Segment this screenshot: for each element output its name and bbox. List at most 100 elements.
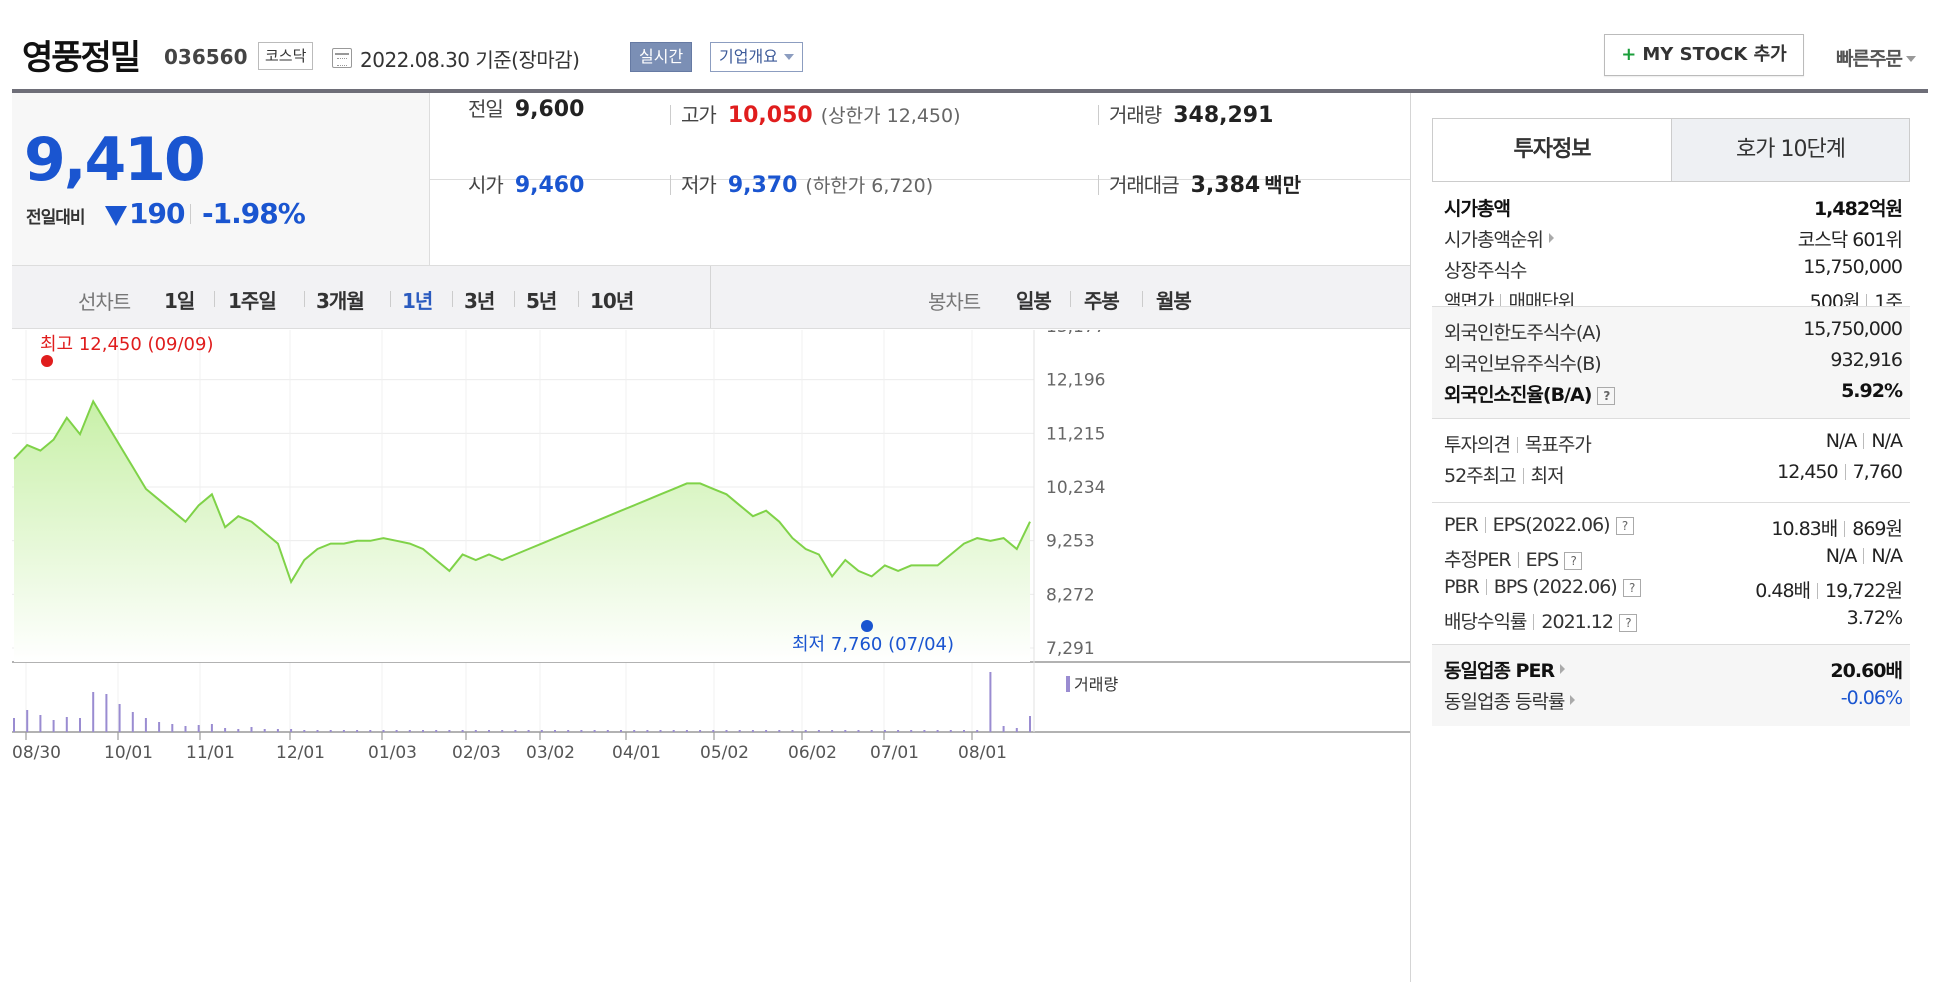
volume-bar — [646, 730, 649, 732]
info-key-label: 동일업종 등락률 — [1444, 691, 1565, 713]
candle-daily[interactable]: 일봉 — [1016, 289, 1052, 313]
period-1w[interactable]: 1주일 — [228, 289, 277, 313]
volume-bar — [593, 730, 596, 732]
candle-monthly[interactable]: 월봉 — [1156, 289, 1192, 313]
price-chart-svg: 13,177 12,196 11,215 10,234 9,253 8,272 7,291 0… — [12, 330, 1410, 763]
volume-bar — [237, 729, 240, 732]
info-value: 5.92% — [1841, 380, 1903, 402]
quote-high-value: 10,050 — [727, 103, 813, 128]
quick-order-dropdown[interactable]: 빠른주문 — [1836, 44, 1916, 71]
add-my-stock-button[interactable]: + MY STOCK 추가 — [1604, 34, 1804, 76]
company-overview-dropdown[interactable]: 기업개요 — [710, 42, 803, 72]
x-tick-label: 08/30 — [12, 743, 61, 763]
divider — [214, 291, 215, 307]
volume-bar — [382, 730, 385, 732]
current-price-box: 9,410 전일대비 190 -1.98% — [12, 93, 430, 265]
volume-bar — [369, 730, 372, 732]
volume-bar — [158, 722, 161, 732]
candle-weekly[interactable]: 주봉 — [1084, 289, 1120, 313]
info-row: 투자의견 목표주가 N/A N/A — [1444, 430, 1903, 462]
volume-bar — [144, 718, 147, 732]
volume-bar — [13, 718, 15, 732]
info-key: 동일업종 PER — [1444, 656, 1566, 683]
volume-bar — [672, 730, 675, 732]
info-row[interactable]: 동일업종 등락률 -0.06% — [1444, 687, 1903, 719]
quote-grid: 전일 9,600 고가 10,050 (상한가 12,450) 거래량 348,291 … — [430, 93, 1410, 265]
quote-amount-value: 3,384 — [1190, 173, 1261, 198]
volume-bar — [804, 730, 807, 732]
info-row[interactable]: 동일업종 PER 20.60배 — [1444, 656, 1903, 688]
change-percent: -1.98% — [202, 197, 306, 230]
quote-open-label: 시가 — [468, 173, 504, 197]
volume-bar — [1015, 728, 1018, 732]
tab-investment-info[interactable]: 투자정보 — [1433, 119, 1671, 181]
help-icon[interactable]: ? — [1597, 387, 1616, 405]
x-tick-label: 11/01 — [186, 743, 235, 763]
info-value-text: 10.83배 — [1771, 518, 1838, 540]
y-tick-label: 12,196 — [1046, 371, 1105, 391]
divider — [1484, 517, 1486, 533]
candle-chart-title: 봉차트 — [928, 290, 981, 314]
quote-volume-value: 348,291 — [1173, 103, 1274, 128]
divider — [304, 291, 305, 307]
volume-bar — [276, 729, 279, 732]
volume-bar — [171, 724, 174, 732]
help-icon[interactable]: ? — [1618, 614, 1637, 632]
divider — [1098, 175, 1099, 195]
volume-bar — [131, 712, 134, 732]
info-key-label: 동일업종 PER — [1444, 660, 1555, 682]
divider — [1516, 437, 1518, 453]
info-row: 외국인보유주식수(B) 932,916 — [1444, 349, 1903, 381]
info-group-bg — [1432, 644, 1910, 726]
volume-bar — [554, 730, 556, 732]
period-3y[interactable]: 3년 — [464, 289, 495, 313]
info-row: 상장주식수 15,750,000 — [1444, 256, 1903, 288]
info-key-label: 시가총액 — [1444, 198, 1511, 220]
period-5y[interactable]: 5년 — [526, 289, 557, 313]
help-icon[interactable]: ? — [1622, 579, 1641, 597]
period-3m[interactable]: 3개월 — [316, 289, 365, 313]
period-1d[interactable]: 1일 — [164, 289, 195, 313]
period-1y[interactable]: 1년 — [402, 289, 433, 313]
info-key: 투자의견 목표주가 — [1444, 430, 1592, 457]
realtime-button[interactable]: 실시간 — [630, 42, 693, 72]
info-key-label: 2021.12 — [1541, 611, 1614, 633]
volume-bar — [910, 730, 913, 732]
info-row: PER EPS(2022.06)? 10.83배 869원 — [1444, 514, 1903, 546]
info-row[interactable]: 시가총액순위 코스닥 601위 — [1444, 225, 1903, 257]
volume-bar — [712, 730, 715, 732]
volume-bar — [329, 730, 332, 732]
price-chart[interactable]: 13,177 12,196 11,215 10,234 9,253 8,272 7,291 0… — [12, 330, 1410, 982]
divider — [1410, 93, 1411, 982]
info-value: 12,450 7,760 — [1777, 461, 1903, 483]
volume-bar — [527, 730, 530, 732]
change-value: 190 — [129, 197, 185, 230]
help-icon[interactable]: ? — [1564, 552, 1583, 570]
period-10y[interactable]: 10년 — [590, 289, 634, 313]
info-value-text: 15,750,000 — [1803, 318, 1903, 340]
y-tick-label: 10,234 — [1046, 478, 1105, 498]
volume-bar — [197, 725, 200, 732]
info-key: 상장주식수 — [1444, 256, 1527, 283]
divider — [1517, 552, 1519, 568]
tab-orderbook[interactable]: 호가 10단계 — [1671, 119, 1909, 181]
info-key-label: 외국인소진율(B/A) — [1444, 384, 1592, 406]
volume-bar — [105, 694, 108, 732]
volume-bar — [831, 730, 834, 732]
info-group-bg — [1432, 306, 1910, 419]
volume-bar — [356, 730, 359, 732]
volume-bar — [303, 730, 306, 732]
quote-high: 고가 10,050 (상한가 12,450) — [670, 99, 961, 128]
volume-bar — [501, 730, 504, 732]
info-value-text: N/A — [1871, 430, 1903, 452]
divider — [1522, 468, 1524, 484]
divider — [1863, 548, 1865, 564]
quote-low-label: 저가 — [681, 173, 717, 197]
info-value-text: 20.60배 — [1830, 660, 1903, 682]
volume-bar — [659, 730, 662, 732]
help-icon[interactable]: ? — [1615, 517, 1634, 535]
info-key-label: 외국인보유주식수(B) — [1444, 353, 1602, 375]
info-key-label: PBR — [1444, 576, 1480, 598]
x-tick-label: 03/02 — [526, 743, 575, 763]
add-my-stock-label: MY STOCK 추가 — [1642, 44, 1787, 65]
